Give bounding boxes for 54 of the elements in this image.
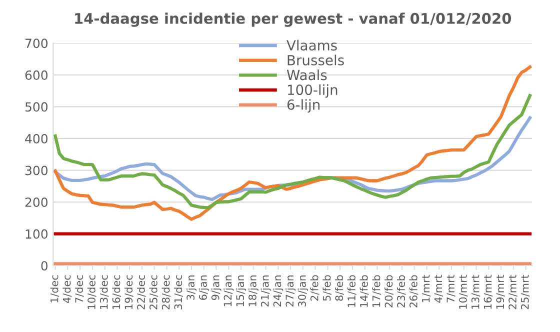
x-tick-label: 30/jan: [298, 276, 308, 306]
x-tick-label: 6/jan: [198, 276, 209, 300]
x-tick-label: 10/dec: [87, 275, 96, 309]
x-tick-label: 25/mrt: [520, 274, 530, 310]
x-tick-label: 7/mrt: [446, 274, 456, 302]
x-tick-label: 28/dec: [162, 275, 171, 310]
x-tick-label: 15/jan: [236, 276, 246, 306]
y-tick-label: 700: [26, 38, 48, 48]
y-tick-label: 500: [25, 102, 48, 112]
y-tick-label: 0: [41, 261, 48, 271]
y-tick-label: 300: [25, 166, 48, 176]
x-tick-label: 7/dec: [74, 275, 84, 303]
x-tick-label: 11/feb: [347, 275, 356, 307]
x-tick-label: 14/feb: [360, 275, 369, 307]
x-tick-label: 1/dec: [50, 275, 60, 302]
y-tick-label: 400: [25, 134, 48, 144]
y-tick-label: 200: [25, 198, 48, 207]
x-tick-label: 26/feb: [409, 275, 418, 308]
x-tick-label: 10/mrt: [459, 274, 468, 309]
legend-label: 6-lijn: [287, 99, 320, 113]
x-tick-label: 16/mrt: [484, 274, 492, 309]
x-tick-label: 9/jan: [211, 276, 222, 300]
chart-title: 14-daagse incidentie per gewest - vanaf 01/012/2020: [75, 12, 512, 27]
x-tick-label: 23/feb: [396, 275, 406, 308]
legend-label: Brussels: [288, 54, 344, 66]
x-tick-label: 24/jan: [273, 276, 284, 307]
x-tick-label: 22/mrt: [508, 274, 518, 310]
x-tick-label: 4/mrt: [434, 274, 443, 303]
x-tick-label: 18/jan: [248, 276, 258, 306]
x-tick-label: 8/feb: [335, 275, 344, 301]
x-tick-label: 17/feb: [372, 275, 382, 307]
legend-label: Vlaams: [286, 40, 337, 51]
x-tick-label: 19/mrt: [496, 274, 505, 309]
x-tick-label: 27/jan: [285, 276, 296, 307]
x-tick-label: 16/dec: [112, 275, 122, 309]
x-tick-label: 31/dec: [174, 275, 183, 310]
x-tick-label: 12/jan: [224, 276, 234, 306]
x-tick-label: 13/mrt: [471, 274, 480, 309]
x-tick-label: 19/dec: [124, 275, 134, 309]
x-tick-label: 5/feb: [322, 275, 332, 301]
x-tick-label: 22/dec: [136, 275, 146, 310]
line-series: [54, 65, 532, 221]
legend-label: Waals: [286, 69, 327, 80]
y-tick-label: 600: [25, 70, 48, 80]
x-tick-label: 21/jan: [260, 276, 271, 307]
x-tick-label: 20/feb: [384, 275, 394, 308]
x-tick-label: 1/mrt: [422, 274, 431, 302]
legend-label: 100-lijn: [288, 84, 338, 98]
x-tick-label: 13/dec: [100, 275, 109, 309]
x-tick-label: 25/dec: [149, 275, 158, 310]
x-tick-label: 4/dec: [62, 275, 72, 304]
x-tick-label: 2/feb: [310, 275, 320, 301]
y-tick-label: 100: [26, 229, 48, 239]
x-tick-label: 3/jan: [186, 276, 197, 300]
